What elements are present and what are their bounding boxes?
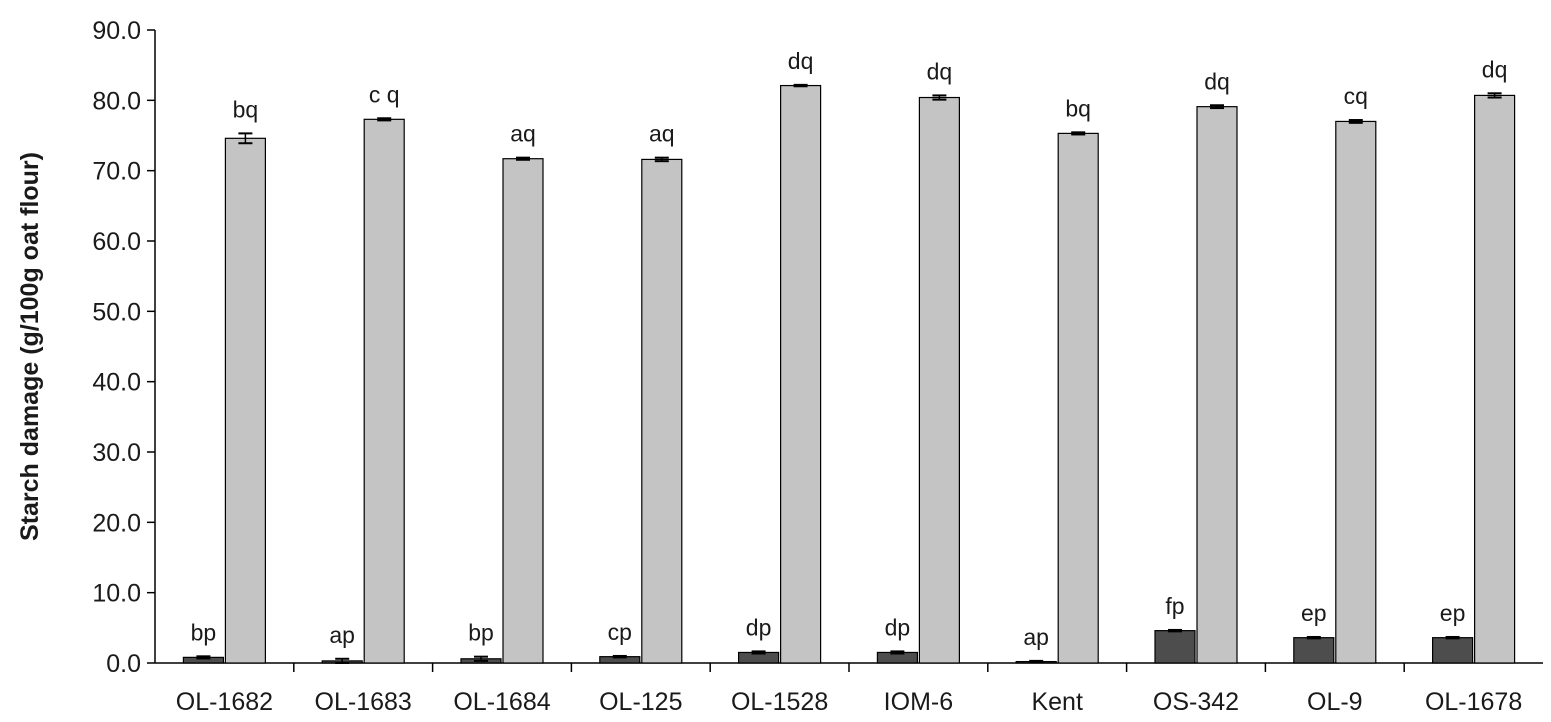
axes: 0.0 10.0 20.0 30.0 40.0 50.0 60.0 70.0 80.0 90.0 O… bbox=[92, 17, 1543, 716]
bar bbox=[1196, 106, 1238, 664]
significance-label: bp bbox=[191, 619, 217, 645]
x-tick-label: OL-1683 bbox=[315, 688, 412, 716]
y-axis-label-group: Starch damage (g/100g oat flour) bbox=[16, 152, 44, 541]
bar bbox=[502, 158, 544, 664]
bar bbox=[1057, 132, 1099, 664]
significance-label: dp bbox=[746, 614, 772, 640]
significance-label: bq bbox=[1065, 95, 1091, 121]
significance-label: cp bbox=[608, 619, 632, 645]
y-tick-label: 0.0 bbox=[106, 650, 141, 678]
x-tick-label: OL-1528 bbox=[731, 688, 828, 716]
significance-label: dq bbox=[788, 48, 814, 74]
bar bbox=[224, 137, 266, 664]
x-tick-label: OL-125 bbox=[599, 688, 682, 716]
bar bbox=[641, 158, 683, 664]
y-tick-label: 90.0 bbox=[92, 17, 141, 45]
significance-label: aq bbox=[510, 121, 536, 147]
bar bbox=[918, 96, 961, 664]
bar bbox=[1154, 630, 1196, 664]
significance-label: fp bbox=[1165, 593, 1184, 619]
y-tick-label: 70.0 bbox=[92, 158, 141, 186]
y-tick-label: 10.0 bbox=[92, 580, 141, 608]
significance-label: ap bbox=[1023, 624, 1049, 650]
significance-label: aq bbox=[649, 121, 675, 147]
bar bbox=[1335, 120, 1377, 664]
significance-label: dp bbox=[885, 614, 911, 640]
x-tick-label: OL-9 bbox=[1307, 688, 1363, 716]
x-tick-label: OL-1684 bbox=[453, 688, 550, 716]
bars-layer bbox=[182, 83, 1516, 664]
y-tick-label: 20.0 bbox=[92, 509, 141, 537]
significance-label: bp bbox=[468, 620, 494, 646]
x-tick-label: Kent bbox=[1031, 688, 1082, 716]
significance-labels-layer: bp bq ap c q bp aq cp aq dp dq dp dq ap bq fp dq ep cq ep d… bbox=[191, 48, 1508, 650]
bar bbox=[1293, 637, 1335, 664]
bar bbox=[363, 118, 405, 664]
y-tick-label: 30.0 bbox=[92, 439, 141, 467]
significance-label: bq bbox=[233, 96, 259, 122]
x-tick-label: OS-342 bbox=[1153, 688, 1239, 716]
significance-label: dq bbox=[1204, 68, 1230, 94]
significance-label: ap bbox=[329, 622, 355, 648]
x-tick-label: OL-1682 bbox=[176, 688, 273, 716]
y-tick-label: 80.0 bbox=[92, 87, 141, 115]
x-tick-label: IOM-6 bbox=[884, 688, 953, 716]
significance-label: c q bbox=[369, 81, 400, 107]
significance-label: cq bbox=[1344, 83, 1368, 109]
significance-label: dq bbox=[927, 58, 953, 84]
significance-label: ep bbox=[1301, 600, 1327, 626]
x-tick-label: OL-1678 bbox=[1425, 688, 1522, 716]
significance-label: ep bbox=[1440, 600, 1466, 626]
y-tick-label: 50.0 bbox=[92, 298, 141, 326]
y-tick-label: 40.0 bbox=[92, 369, 141, 397]
bar bbox=[1473, 94, 1516, 664]
y-axis-label: Starch damage (g/100g oat flour) bbox=[16, 152, 44, 541]
bar bbox=[779, 84, 822, 664]
bar bbox=[1431, 637, 1474, 664]
significance-label: dq bbox=[1482, 56, 1508, 82]
y-tick-label: 60.0 bbox=[92, 228, 141, 256]
